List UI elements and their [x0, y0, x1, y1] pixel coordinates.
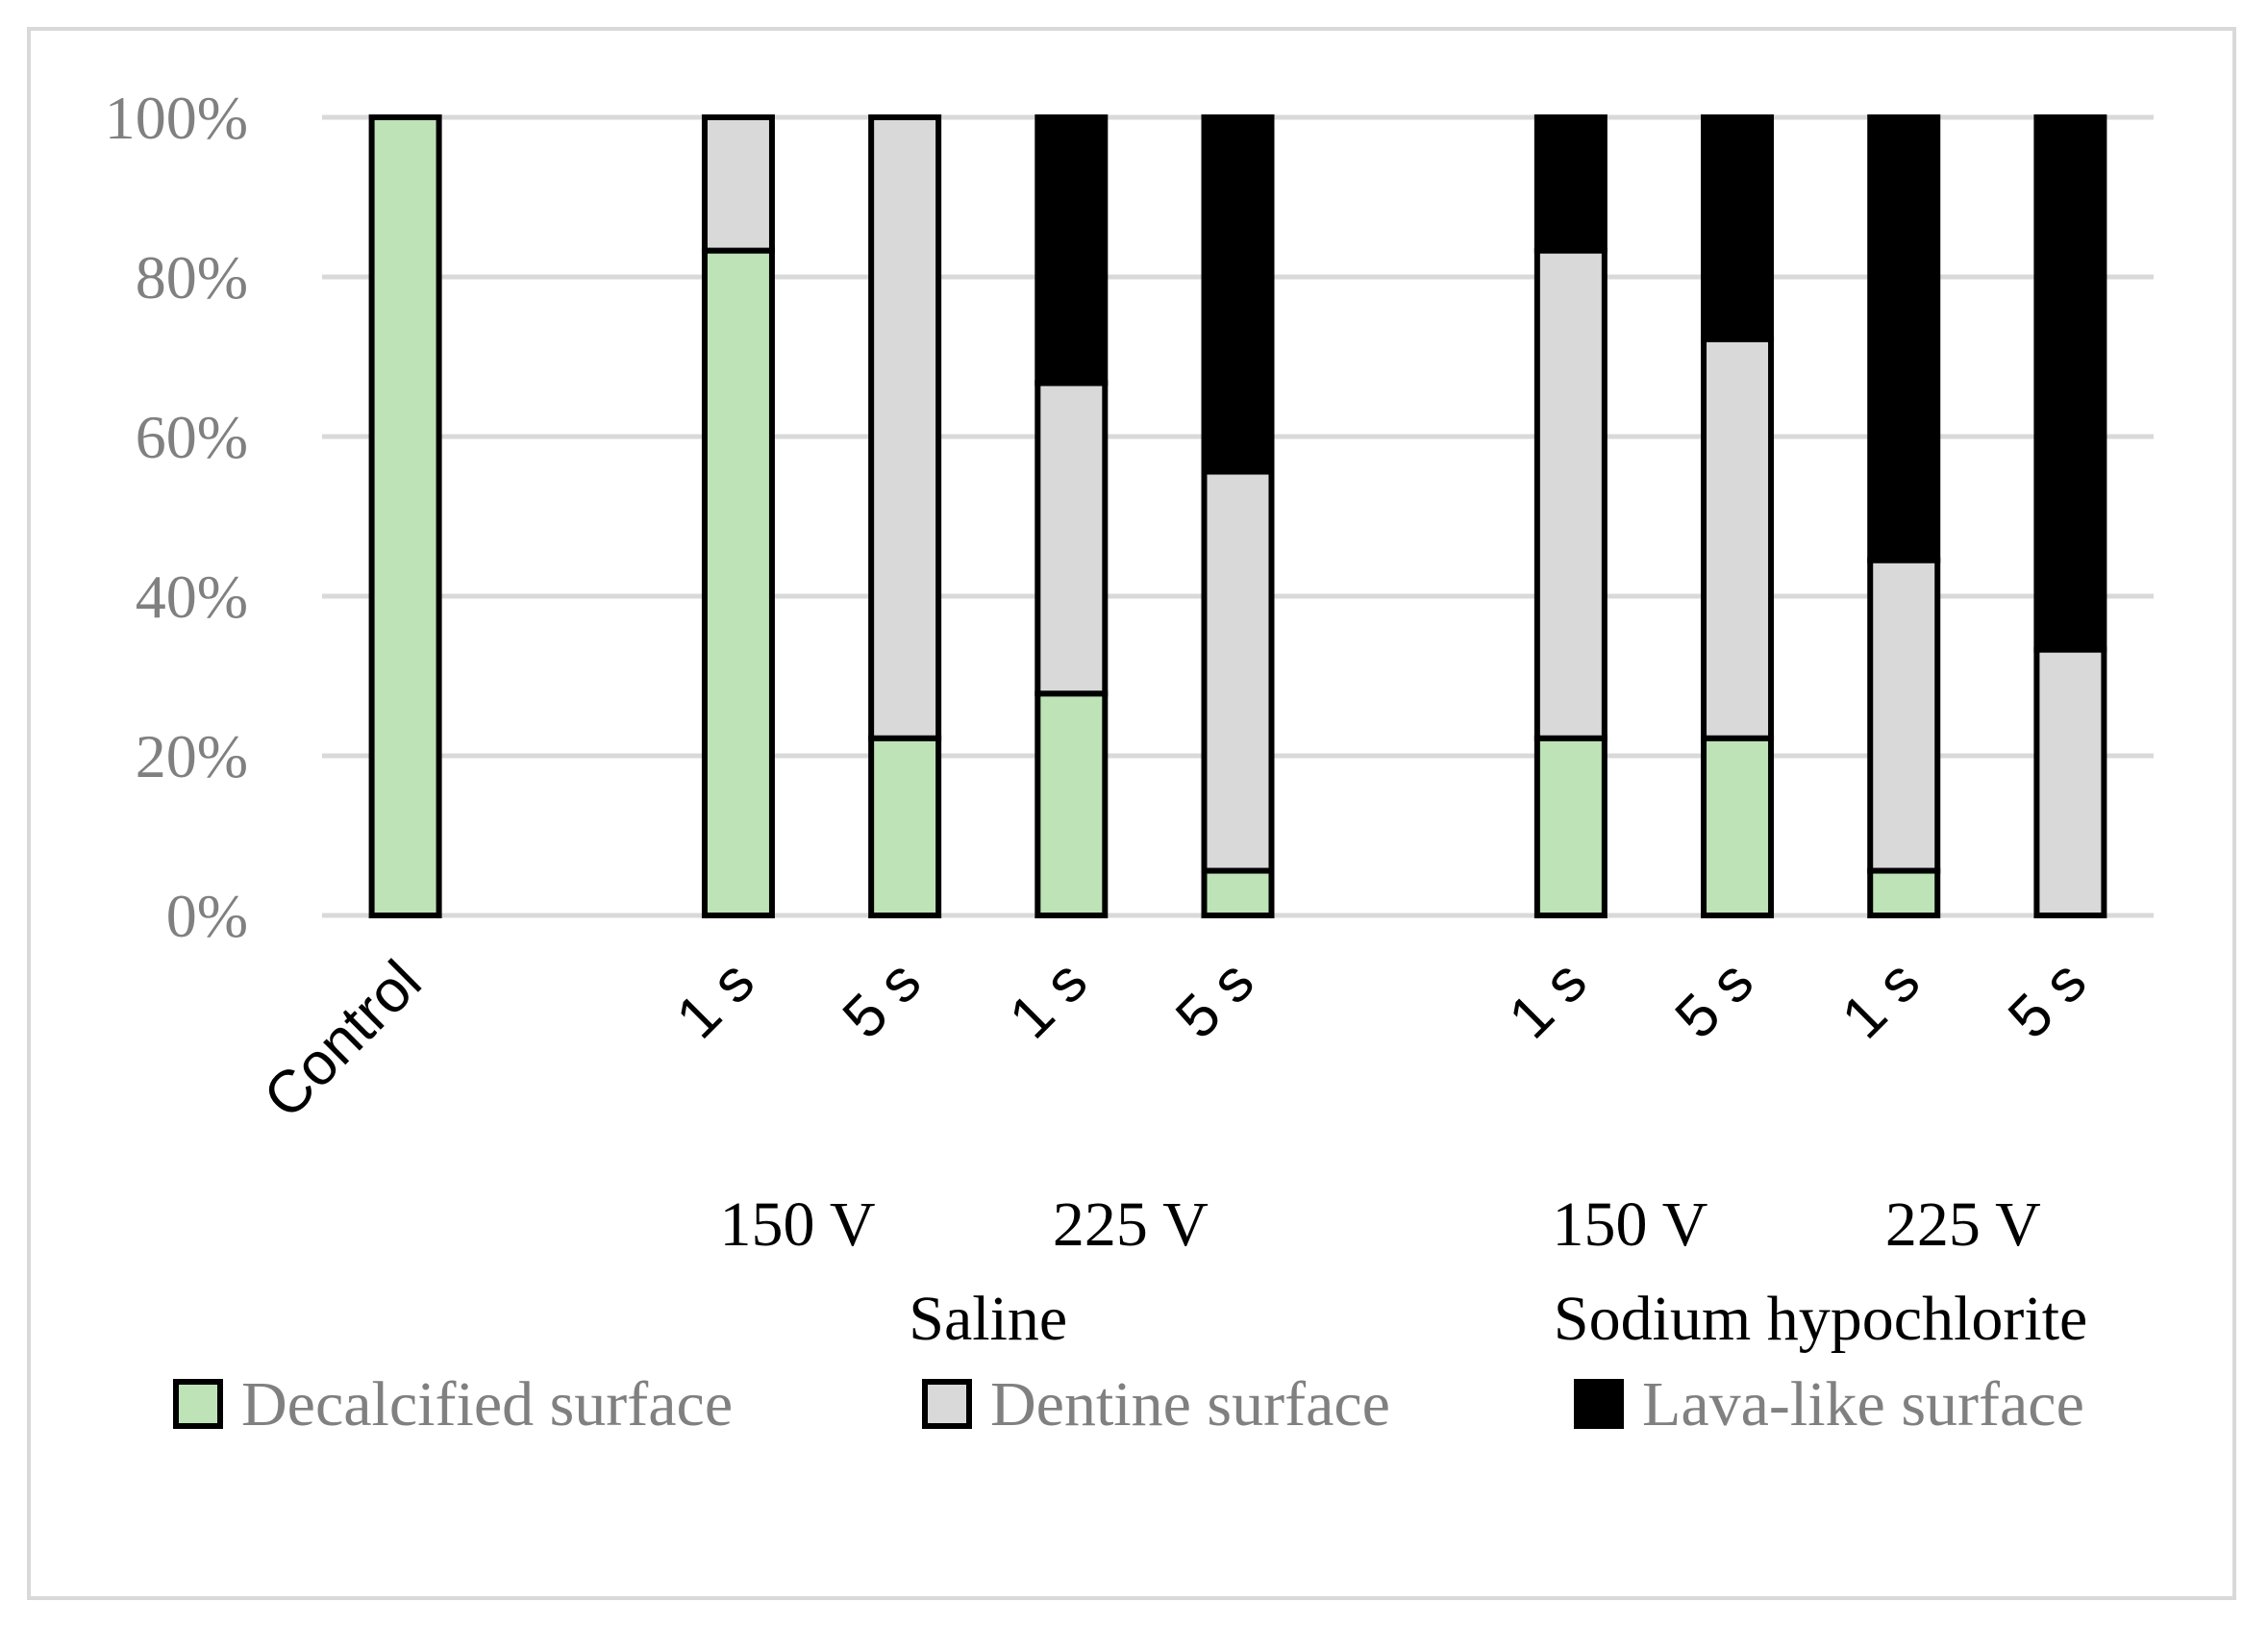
x-tick-label: 1 s	[997, 948, 1100, 1051]
x-tick-label: 5 s	[1996, 948, 2099, 1051]
bar-segment-dentine-surface	[1701, 336, 1775, 741]
x-tick-label: 1 s	[664, 948, 767, 1051]
y-tick-label: 80%	[136, 243, 248, 312]
legend-label: Decalcified surface	[241, 1369, 733, 1439]
bar-segment-dentine-surface	[1034, 380, 1109, 697]
x-tick-label: 5 s	[1163, 948, 1266, 1051]
y-tick-label: 100%	[105, 84, 248, 152]
bar-segment-decalcified-surface	[1701, 735, 1775, 918]
x-tick-label: 5 s	[831, 948, 934, 1051]
y-tick-label: 0%	[166, 882, 248, 950]
voltage-group-label: 225 V	[1885, 1189, 2041, 1260]
legend-swatch	[922, 1379, 972, 1429]
legend-label: Dentine surface	[990, 1369, 1390, 1439]
bar-segment-decalcified-surface	[1533, 735, 1608, 918]
bar-segment-dentine-surface	[868, 114, 942, 741]
legend-swatch	[173, 1379, 223, 1429]
bar-segment-dentine-surface	[1201, 468, 1275, 874]
voltage-group-label: 225 V	[1053, 1189, 1209, 1260]
voltage-group-label: 150 V	[720, 1189, 876, 1260]
bar-segment-lava-like-surface	[2033, 114, 2107, 653]
bar-segment-decalcified-surface	[1034, 690, 1109, 919]
bar-segment-decalcified-surface	[701, 247, 775, 918]
bar-segment-dentine-surface	[701, 114, 775, 254]
bar-segment-dentine-surface	[1533, 247, 1608, 741]
bar-segment-decalcified-surface	[868, 735, 942, 918]
voltage-group-label: 150 V	[1552, 1189, 1707, 1260]
bar-segment-lava-like-surface	[1034, 114, 1109, 387]
y-tick-label: 60%	[136, 403, 248, 471]
x-tick-label: Control	[251, 948, 434, 1131]
x-tick-label: 1 s	[1830, 948, 1932, 1051]
y-tick-label: 20%	[136, 722, 248, 790]
bar-segment-lava-like-surface	[1201, 114, 1275, 475]
legend-label: Lava-like surface	[1642, 1369, 2084, 1439]
bar-segment-dentine-surface	[2033, 646, 2107, 918]
solution-group-label: Sodium hypochlorite	[1554, 1284, 2087, 1354]
solution-group-label: Saline	[909, 1284, 1067, 1354]
bar-segment-decalcified-surface	[1201, 867, 1275, 919]
bar-segment-decalcified-surface	[368, 114, 442, 918]
bar-segment-lava-like-surface	[1533, 114, 1608, 254]
bar-segment-decalcified-surface	[1867, 867, 1941, 919]
bar-segment-dentine-surface	[1867, 557, 1941, 874]
bar-segment-lava-like-surface	[1701, 114, 1775, 342]
x-tick-label: 5 s	[1663, 948, 1766, 1051]
y-tick-label: 40%	[136, 563, 248, 631]
x-tick-label: 1 s	[1496, 948, 1599, 1051]
legend-swatch	[1574, 1379, 1624, 1429]
bar-segment-lava-like-surface	[1867, 114, 1941, 563]
